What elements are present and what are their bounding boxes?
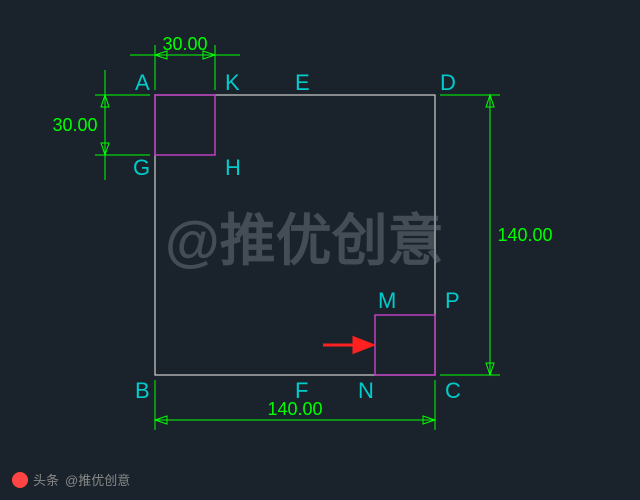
point-P: P: [445, 288, 460, 313]
red-arrow-icon: [323, 338, 372, 352]
dim-left-value: 30.00: [52, 115, 97, 135]
point-K: K: [225, 70, 240, 95]
dim-right-value: 140.00: [497, 225, 552, 245]
footer: 头条 @推优创意: [12, 472, 130, 488]
point-N: N: [358, 378, 374, 403]
point-B: B: [135, 378, 150, 403]
footer-prefix: 头条: [33, 473, 59, 488]
point-E: E: [295, 70, 310, 95]
dim-top-value: 30.00: [162, 34, 207, 54]
point-G: G: [133, 155, 150, 180]
watermark-text: @推优创意: [165, 209, 444, 272]
dim-right: 140.00: [440, 95, 553, 375]
footer-handle: @推优创意: [65, 473, 130, 488]
point-M: M: [378, 288, 396, 313]
cad-diagram: 30.00 30.00 140.00 140.00 @推优创意 A K E D: [0, 0, 640, 500]
point-C: C: [445, 378, 461, 403]
small-square-bottom-right: [375, 315, 435, 375]
point-F: F: [295, 378, 308, 403]
point-A: A: [135, 70, 150, 95]
small-square-top-left: [155, 95, 215, 155]
point-D: D: [440, 70, 456, 95]
point-H: H: [225, 155, 241, 180]
